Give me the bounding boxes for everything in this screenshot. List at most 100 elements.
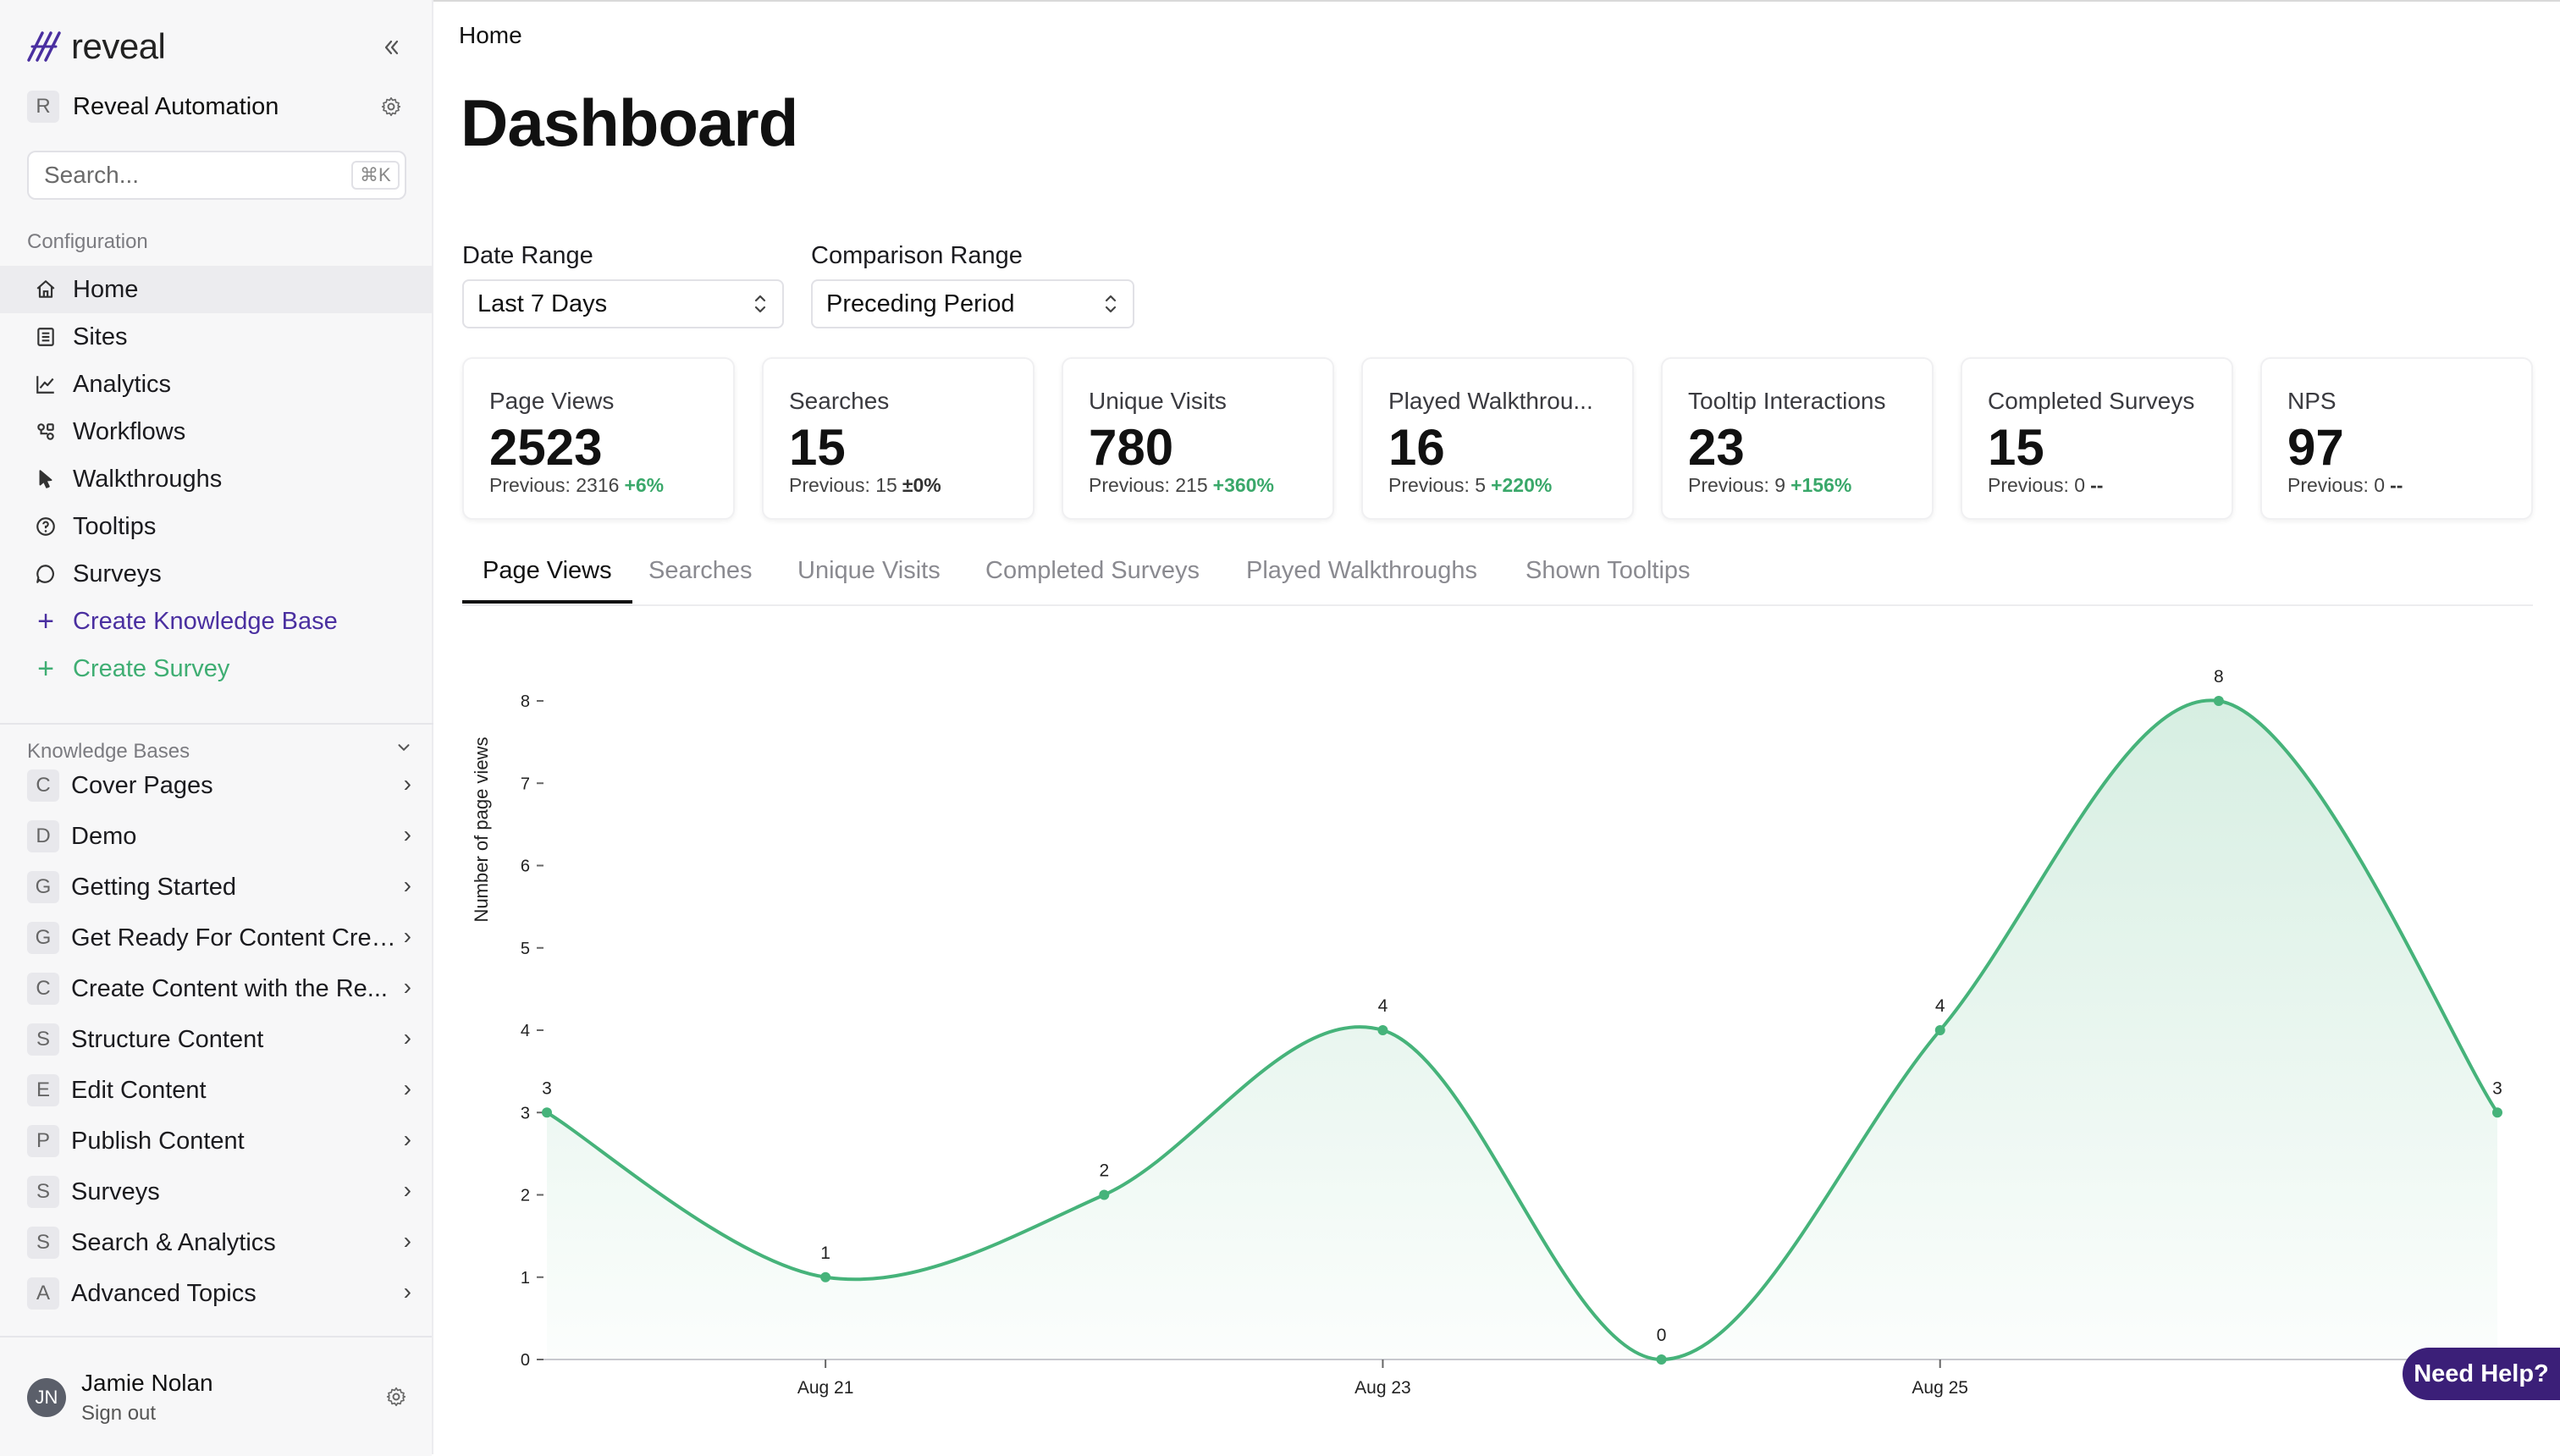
tab-searches[interactable]: Searches: [648, 557, 753, 584]
chart-x-tick-label: Aug 23: [1354, 1378, 1411, 1398]
chart-y-tick-label: 8: [521, 692, 530, 711]
stat-value: 16: [1388, 419, 1445, 476]
kb-item-getting-started[interactable]: G Getting Started ›: [0, 862, 433, 913]
sidebar: reveal R Reveal Automation ⌘K Configurat…: [0, 0, 433, 1456]
kb-initial: G: [27, 922, 59, 954]
kb-initial: P: [27, 1125, 59, 1157]
knowledge-base-list: C Cover Pages › D Demo › G Getting Started › G…: [0, 760, 433, 1319]
search-shortcut: ⌘K: [351, 161, 400, 190]
kb-initial: G: [27, 871, 59, 903]
kb-item-advanced-topics[interactable]: A Advanced Topics ›: [0, 1268, 433, 1319]
tab-completed-surveys[interactable]: Completed Surveys: [985, 557, 1200, 584]
org-switcher[interactable]: R Reveal Automation: [27, 88, 408, 125]
kb-item-structure-content[interactable]: S Structure Content ›: [0, 1014, 433, 1065]
plus-icon: +: [37, 604, 54, 637]
stat-card-nps[interactable]: NPS 97 Previous: 0 --: [2260, 357, 2533, 520]
create-knowledge-base-link[interactable]: + Create Knowledge Base: [0, 598, 433, 645]
tab-shown-tooltips[interactable]: Shown Tooltips: [1526, 557, 1691, 584]
need-help-button[interactable]: Need Help?: [2403, 1348, 2560, 1400]
kb-label: Advanced Topics: [71, 1279, 257, 1307]
kb-item-create-content[interactable]: C Create Content with the Re... ›: [0, 963, 433, 1014]
create-knowledge-base-label: Create Knowledge Base: [73, 607, 338, 635]
knowledge-bases-label: Knowledge Bases: [27, 740, 190, 763]
chart-data-label: 2: [1099, 1161, 1109, 1181]
stat-value: 97: [2287, 419, 2344, 476]
stat-card-played-walkthroughs[interactable]: Played Walkthrou... 16 Previous: 5 +220%: [1361, 357, 1634, 520]
sidebar-item-workflows[interactable]: Workflows: [0, 408, 433, 455]
sign-out-link[interactable]: Sign out: [81, 1402, 157, 1425]
kb-item-demo[interactable]: D Demo ›: [0, 811, 433, 862]
kb-item-get-ready[interactable]: G Get Ready For Content Crea... ›: [0, 913, 433, 963]
chart-x-tick-label: Aug 25: [1912, 1378, 1968, 1398]
stat-previous-text: Previous: 5: [1388, 474, 1487, 496]
kb-initial: A: [27, 1277, 59, 1310]
brand-name: reveal: [71, 26, 166, 66]
kb-initial: S: [27, 1227, 59, 1259]
kb-label: Cover Pages: [71, 771, 213, 799]
stat-card-tooltip-interactions[interactable]: Tooltip Interactions 23 Previous: 9 +156%: [1661, 357, 1934, 520]
sidebar-item-analytics[interactable]: Analytics: [0, 361, 433, 408]
chevron-right-icon: ›: [403, 1075, 411, 1101]
sidebar-item-walkthroughs[interactable]: Walkthroughs: [0, 455, 433, 503]
sidebar-item-sites[interactable]: Sites: [0, 313, 433, 361]
tab-unique-visits[interactable]: Unique Visits: [797, 557, 941, 584]
knowledge-bases-header[interactable]: Knowledge Bases: [0, 723, 433, 775]
page-views-chart: 0 1 2 3 4 5 6 7 8 Aug 21 Aug 23 Aug 25 3 1 2 4 0 4 8 3 Num…: [471, 667, 2502, 1398]
cursor-icon: [34, 467, 58, 491]
chart-point: [1377, 1025, 1388, 1035]
sidebar-item-label: Walkthroughs: [73, 465, 223, 493]
tab-played-walkthroughs[interactable]: Played Walkthroughs: [1246, 557, 1477, 584]
stat-card-completed-surveys[interactable]: Completed Surveys 15 Previous: 0 --: [1961, 357, 2233, 520]
stat-card-searches[interactable]: Searches 15 Previous: 15 ±0%: [762, 357, 1034, 520]
tab-page-views[interactable]: Page Views: [462, 557, 632, 604]
kb-label: Publish Content: [71, 1127, 245, 1155]
chevron-right-icon: ›: [403, 1227, 411, 1254]
kb-label: Structure Content: [71, 1025, 264, 1053]
stat-previous: Previous: 15 ±0%: [789, 474, 941, 497]
kb-initial: S: [27, 1176, 59, 1208]
collapse-sidebar-button[interactable]: [374, 30, 408, 64]
search-field[interactable]: ⌘K: [27, 151, 406, 200]
kb-item-surveys[interactable]: S Surveys ›: [0, 1166, 433, 1217]
stat-previous-text: Previous: 2316: [489, 474, 620, 496]
comparison-range-select[interactable]: Preceding Period: [811, 279, 1134, 328]
stat-previous: Previous: 9 +156%: [1688, 474, 1851, 497]
brand-row: reveal: [27, 25, 408, 68]
chevron-right-icon: ›: [403, 1278, 411, 1304]
date-range-select[interactable]: Last 7 Days: [462, 279, 784, 328]
user-settings-button[interactable]: [379, 1380, 413, 1414]
breadcrumb[interactable]: Home: [459, 22, 522, 48]
org-settings-button[interactable]: [374, 90, 408, 124]
kb-label: Search & Analytics: [71, 1228, 276, 1256]
chart-data-label: 4: [1935, 996, 1945, 1016]
stat-change: --: [2090, 474, 2104, 496]
kb-item-edit-content[interactable]: E Edit Content ›: [0, 1065, 433, 1116]
stat-value: 23: [1688, 419, 1745, 476]
chevron-updown-icon: [1105, 295, 1117, 313]
stat-previous: Previous: 0 --: [1988, 474, 2103, 497]
kb-item-publish-content[interactable]: P Publish Content ›: [0, 1116, 433, 1166]
sidebar-item-tooltips[interactable]: Tooltips: [0, 503, 433, 550]
chevron-updown-icon: [754, 295, 766, 313]
create-survey-link[interactable]: + Create Survey: [0, 645, 433, 692]
sidebar-item-label: Surveys: [73, 560, 162, 587]
kb-initial: S: [27, 1023, 59, 1056]
stat-previous-text: Previous: 0: [2287, 474, 2386, 496]
chart-y-tick-label: 3: [521, 1104, 530, 1122]
sidebar-item-home[interactable]: Home: [0, 266, 433, 313]
stat-value: 15: [789, 419, 846, 476]
org-initial: R: [27, 91, 59, 123]
stat-card-unique-visits[interactable]: Unique Visits 780 Previous: 215 +360%: [1062, 357, 1334, 520]
kb-item-search-analytics[interactable]: S Search & Analytics ›: [0, 1217, 433, 1268]
create-survey-label: Create Survey: [73, 654, 230, 682]
chart-data-label: 3: [2492, 1078, 2502, 1098]
avatar[interactable]: JN: [27, 1378, 66, 1417]
chart-data-label: 4: [1378, 996, 1388, 1016]
stat-card-page-views[interactable]: Page Views 2523 Previous: 2316 +6%: [462, 357, 735, 520]
search-input[interactable]: [42, 161, 351, 190]
sidebar-nav: Home Sites Analytics Workflows Walkthrou…: [0, 266, 433, 692]
help-circle-icon: [34, 515, 58, 538]
chart-y-axis-label: Number of page views: [471, 737, 492, 923]
kb-item-cover-pages[interactable]: C Cover Pages ›: [0, 760, 433, 811]
sidebar-item-surveys[interactable]: Surveys: [0, 550, 433, 598]
